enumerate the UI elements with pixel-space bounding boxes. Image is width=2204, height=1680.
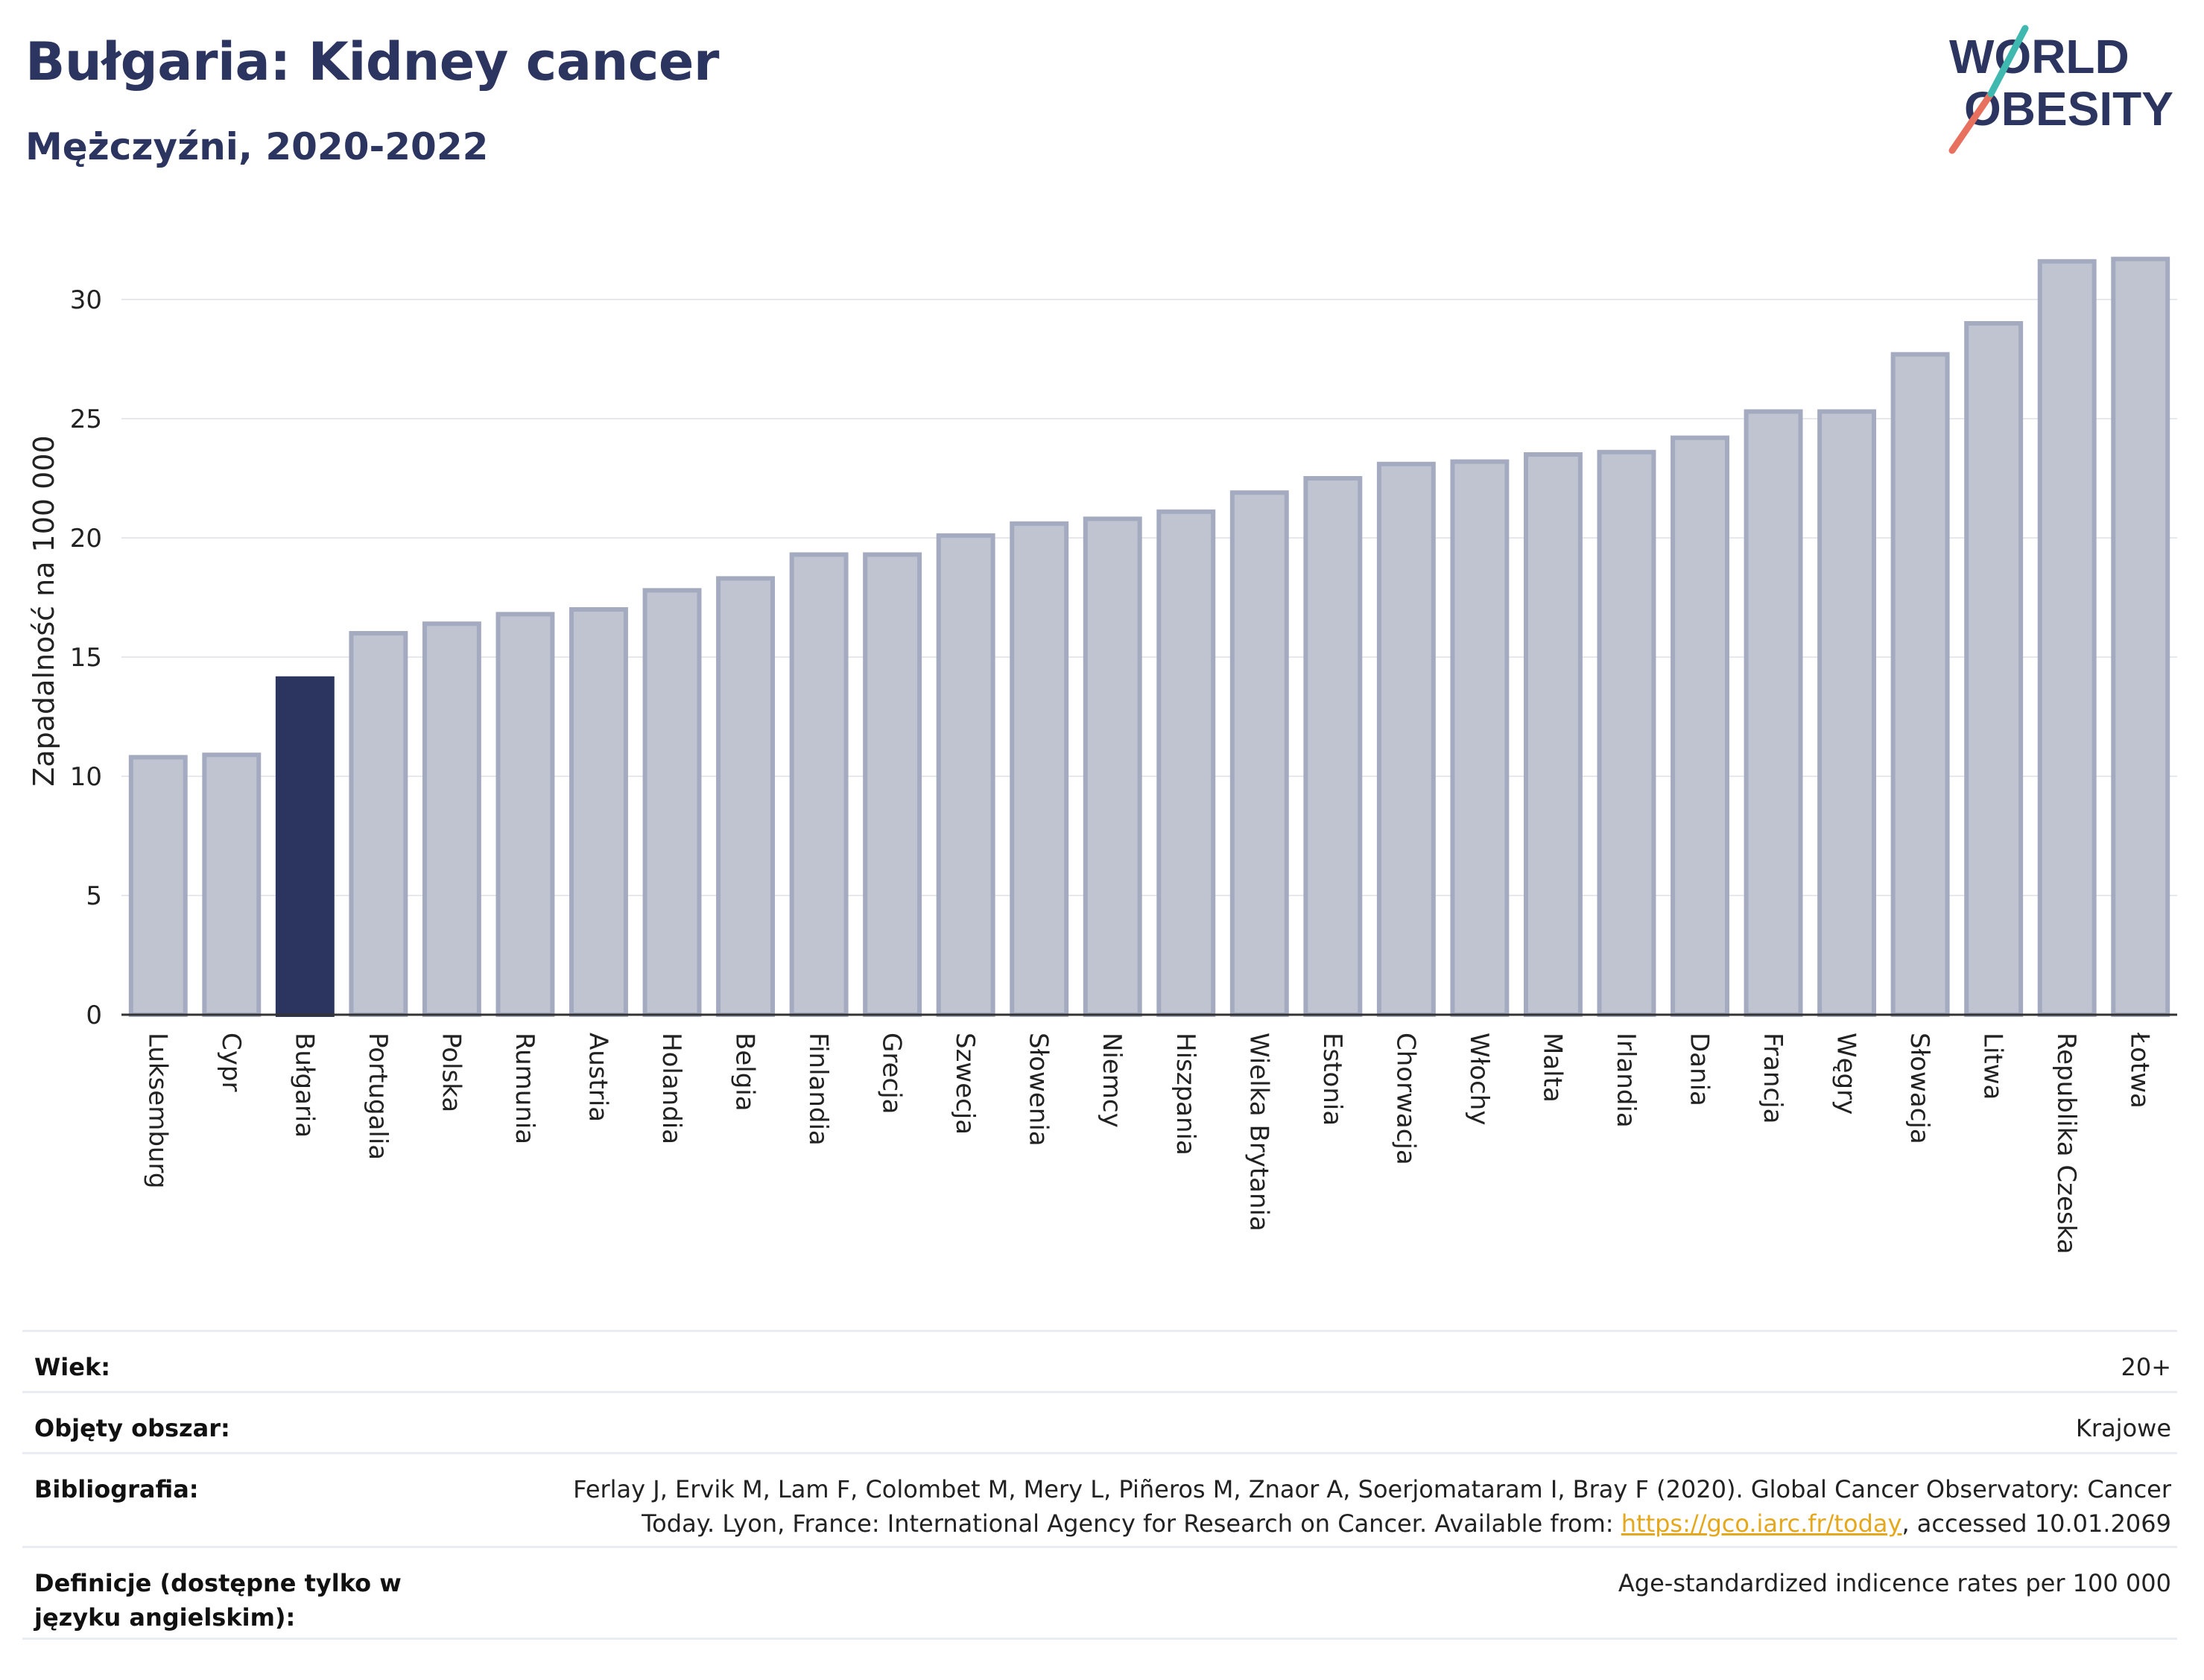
bar-Irlandia xyxy=(1597,449,1656,1017)
x-tick-label: Hiszpania xyxy=(1171,1033,1200,1156)
y-tick-label: 20 xyxy=(70,524,102,554)
x-tick-label: Irlandia xyxy=(1611,1033,1641,1128)
y-axis-label: Zapadalność na 100 000 xyxy=(28,435,60,786)
meta-age-value: 20+ xyxy=(2121,1353,2171,1381)
x-tick-label: Finlandia xyxy=(803,1033,833,1146)
meta-bib-label: Bibliografia: xyxy=(34,1475,199,1503)
bar-Cypr xyxy=(202,752,262,1017)
chart-subtitle: Mężczyźni, 2020-2022 xyxy=(25,125,489,168)
bar-Finlandia xyxy=(789,552,849,1017)
bar-Słowacja xyxy=(1890,352,1950,1018)
bar-Austria xyxy=(569,607,628,1017)
x-tick-label: Węgry xyxy=(1831,1033,1861,1115)
y-axis-ticks: 0 5 10 15 20 25 30 xyxy=(70,285,102,1030)
meta-row-definitions: Definicje (dostępne tylko w języku angie… xyxy=(22,1546,2177,1640)
x-tick-label: Holandia xyxy=(656,1033,686,1144)
x-tick-label: Niemcy xyxy=(1097,1033,1127,1128)
meta-area-label: Objęty obszar: xyxy=(34,1414,230,1442)
x-tick-label: Litwa xyxy=(1978,1033,2008,1100)
bar-Bułgaria xyxy=(275,676,335,1017)
bar-Grecja xyxy=(863,552,922,1017)
logo-line2: OBESITY xyxy=(1964,82,2173,136)
bar-Chorwacja xyxy=(1376,461,1436,1017)
bar-Węgry xyxy=(1817,409,1877,1017)
meta-age-label: Wiek: xyxy=(34,1353,111,1381)
x-tick-label: Belgia xyxy=(730,1033,760,1112)
y-tick-label: 10 xyxy=(70,762,102,792)
meta-area-value: Krajowe xyxy=(2075,1414,2171,1442)
x-tick-label: Łotwa xyxy=(2125,1032,2155,1109)
bib-text-2: Today. Lyon, France: International Agenc… xyxy=(642,1509,1621,1538)
bars xyxy=(128,256,2170,1018)
x-tick-label: Francja xyxy=(1758,1033,1787,1123)
meta-bib-value: Ferlay J, Ervik M, Lam F, Colombet M, Me… xyxy=(573,1472,2171,1546)
x-tick-label: Włochy xyxy=(1464,1033,1494,1125)
x-tick-label: Dania xyxy=(1685,1033,1714,1106)
x-tick-label: Rumunia xyxy=(510,1033,539,1144)
bib-text-1: Ferlay J, Ervik M, Lam F, Colombet M, Me… xyxy=(573,1475,2171,1503)
x-tick-label: Malta xyxy=(1537,1033,1567,1103)
meta-def-value: Age-standardized indicence rates per 100… xyxy=(1618,1569,2171,1597)
x-tick-label: Austria xyxy=(583,1033,612,1122)
y-tick-label: 15 xyxy=(70,643,102,673)
bar-Rumunia xyxy=(495,612,555,1017)
bib-link[interactable]: https://gco.iarc.fr/today xyxy=(1621,1509,1902,1538)
bar-Słowenia xyxy=(1010,521,1069,1017)
y-tick-label: 5 xyxy=(86,881,102,911)
meta-row-area: Objęty obszar: Krajowe xyxy=(22,1391,2177,1452)
bar-Łotwa xyxy=(2111,256,2170,1018)
world-obesity-logo: WORLD OBESITY xyxy=(1948,25,2173,154)
bar-Niemcy xyxy=(1083,516,1142,1017)
metadata-table: Wiek: 20+ Objęty obszar: Krajowe Bibliog… xyxy=(22,1330,2177,1640)
meta-def-label: Definicje (dostępne tylko w języku angie… xyxy=(34,1569,402,1632)
x-tick-label: Luksemburg xyxy=(142,1033,172,1188)
bar-Litwa xyxy=(1964,321,2024,1017)
bar-Hiszpania xyxy=(1156,509,1216,1017)
y-tick-label: 0 xyxy=(86,1001,102,1030)
bar-Francja xyxy=(1744,409,1803,1017)
x-tick-label: Słowacja xyxy=(1904,1033,1934,1144)
x-tick-label: Słowenia xyxy=(1024,1033,1054,1147)
y-tick-label: 25 xyxy=(70,405,102,434)
bar-chart: 0 5 10 15 20 25 30 Luksemburg Cypr Bułgaria Portu… xyxy=(28,256,2177,1255)
bar-Polska xyxy=(422,621,481,1017)
meta-row-age: Wiek: 20+ xyxy=(22,1330,2177,1391)
x-tick-label: Szwecja xyxy=(950,1033,980,1135)
x-tick-label: Portugalia xyxy=(363,1033,393,1160)
bar-Włochy xyxy=(1450,459,1510,1017)
bar-Luksemburg xyxy=(128,755,188,1018)
bar-Malta xyxy=(1523,452,1583,1017)
bar-Dania xyxy=(1671,435,1729,1017)
x-tick-label: Cypr xyxy=(216,1033,246,1091)
bar-Republika Czeska xyxy=(2037,259,2097,1017)
bib-text-3: , accessed 10.01.2069 xyxy=(1901,1509,2171,1538)
x-axis-ticks: Luksemburg Cypr Bułgaria Portugalia Polska Ru… xyxy=(142,1032,2154,1255)
bar-Holandia xyxy=(642,588,702,1017)
meta-row-bibliography: Bibliografia: Ferlay J, Ervik M, Lam F, … xyxy=(22,1452,2177,1546)
y-tick-label: 30 xyxy=(70,285,102,315)
bar-Portugalia xyxy=(349,631,408,1017)
x-tick-label: Bułgaria xyxy=(289,1033,319,1138)
bar-Estonia xyxy=(1303,476,1363,1017)
x-tick-label: Republika Czeska xyxy=(2051,1033,2081,1255)
chart-title: Bułgaria: Kidney cancer xyxy=(25,31,719,92)
x-tick-label: Chorwacja xyxy=(1390,1033,1420,1165)
x-tick-label: Estonia xyxy=(1317,1033,1347,1126)
x-tick-label: Wielka Brytania xyxy=(1244,1033,1273,1232)
bar-Szwecja xyxy=(936,533,995,1017)
logo-line1: WORLD xyxy=(1949,30,2129,83)
bar-Wielka Brytania xyxy=(1229,490,1289,1017)
x-tick-label: Grecja xyxy=(877,1033,907,1114)
bar-Belgia xyxy=(716,576,776,1017)
x-tick-label: Polska xyxy=(436,1033,466,1112)
